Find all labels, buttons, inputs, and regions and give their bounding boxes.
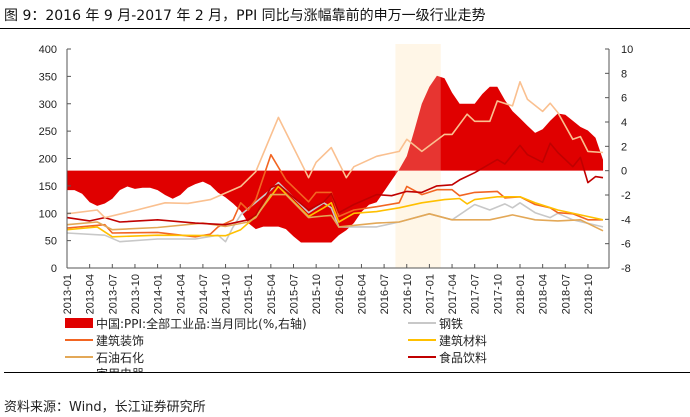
series-line-5 (66, 81, 604, 219)
x-tick-label: 2014-01 (153, 274, 165, 314)
x-tick-label: 2013-10 (130, 274, 142, 314)
x-tick-label: 2013-04 (85, 274, 97, 314)
chart: 0 50 100 150 200 250 300 350 400 -8 -6 -4 -2 0 2 4 6 8 10 2… (39, 44, 633, 372)
series-line-2 (66, 185, 604, 238)
left-tick-label: 0 (51, 263, 57, 275)
x-tick-label: 2016-10 (402, 274, 414, 314)
title-divider (0, 28, 690, 29)
x-tick-label: 2018-04 (538, 274, 550, 314)
x-tick-label: 2016-07 (379, 274, 391, 314)
left-tick-label: 400 (39, 44, 57, 56)
right-tick-label: 2 (621, 141, 627, 153)
x-tick-label: 2017-10 (492, 274, 504, 314)
x-tick-label: 2018-10 (583, 274, 595, 314)
x-tick-label: 2017-04 (447, 274, 459, 314)
source-divider (4, 372, 690, 373)
left-tick-label: 350 (39, 71, 57, 83)
left-tick-label: 250 (39, 126, 57, 138)
x-tick-label: 2018-01 (515, 274, 527, 314)
right-tick-label: 8 (621, 68, 627, 80)
x-tick-label: 2015-01 (243, 274, 255, 314)
left-tick-label: 100 (39, 208, 57, 220)
x-tick-label: 2014-10 (221, 274, 233, 314)
legend-label: 食品饮料 (439, 350, 487, 365)
x-tick-label: 2013-07 (107, 274, 119, 314)
legend-label: 建筑装饰 (96, 333, 144, 348)
left-tick-label: 300 (39, 99, 57, 111)
legend-label: 石油石化 (96, 351, 144, 365)
legend-label: 建筑材料 (439, 333, 487, 348)
x-tick-label: 2016-01 (334, 274, 346, 314)
right-tick-label: 0 (621, 166, 627, 178)
legend-swatch-ppi (65, 318, 93, 328)
left-tick-label: 150 (39, 181, 57, 193)
legend-label: 中国:PPI:全部工业品:当月同比(%,右轴) (96, 316, 307, 331)
right-tick-label: 6 (621, 93, 627, 105)
left-tick-label: 200 (39, 154, 57, 166)
series-line-4 (66, 142, 604, 226)
x-tick-label: 2014-04 (175, 274, 187, 314)
x-tick-label: 2017-01 (424, 274, 436, 314)
right-tick-label: -6 (621, 239, 631, 251)
x-tick-label: 2016-04 (356, 274, 368, 314)
left-tick-label: 50 (45, 236, 57, 248)
right-tick-label: 4 (621, 117, 627, 129)
x-tick-label: 2017-07 (470, 274, 482, 314)
legend-label: 钢铁 (439, 317, 463, 331)
right-tick-label: -2 (621, 190, 631, 202)
x-tick-label: 2015-07 (289, 274, 301, 314)
x-tick-label: 2015-10 (311, 274, 323, 314)
x-tick-label: 2013-01 (62, 274, 74, 314)
right-tick-label: -8 (621, 263, 631, 275)
highlight-overlay (395, 44, 441, 268)
x-tick-label: 2015-04 (266, 274, 278, 314)
source-note: 资料来源：Wind，长江证券研究所 (4, 400, 206, 415)
right-tick-label: 10 (621, 44, 633, 56)
x-tick-label: 2018-07 (560, 274, 572, 314)
ppi-area (67, 75, 604, 243)
right-tick-label: -4 (621, 214, 631, 226)
chart-title: 图 9：2016 年 9 月-2017 年 2 月，PPI 同比与涨幅靠前的申万… (4, 8, 486, 24)
legend-label: 家用电器 (96, 366, 144, 372)
x-tick-label: 2014-07 (198, 274, 210, 314)
